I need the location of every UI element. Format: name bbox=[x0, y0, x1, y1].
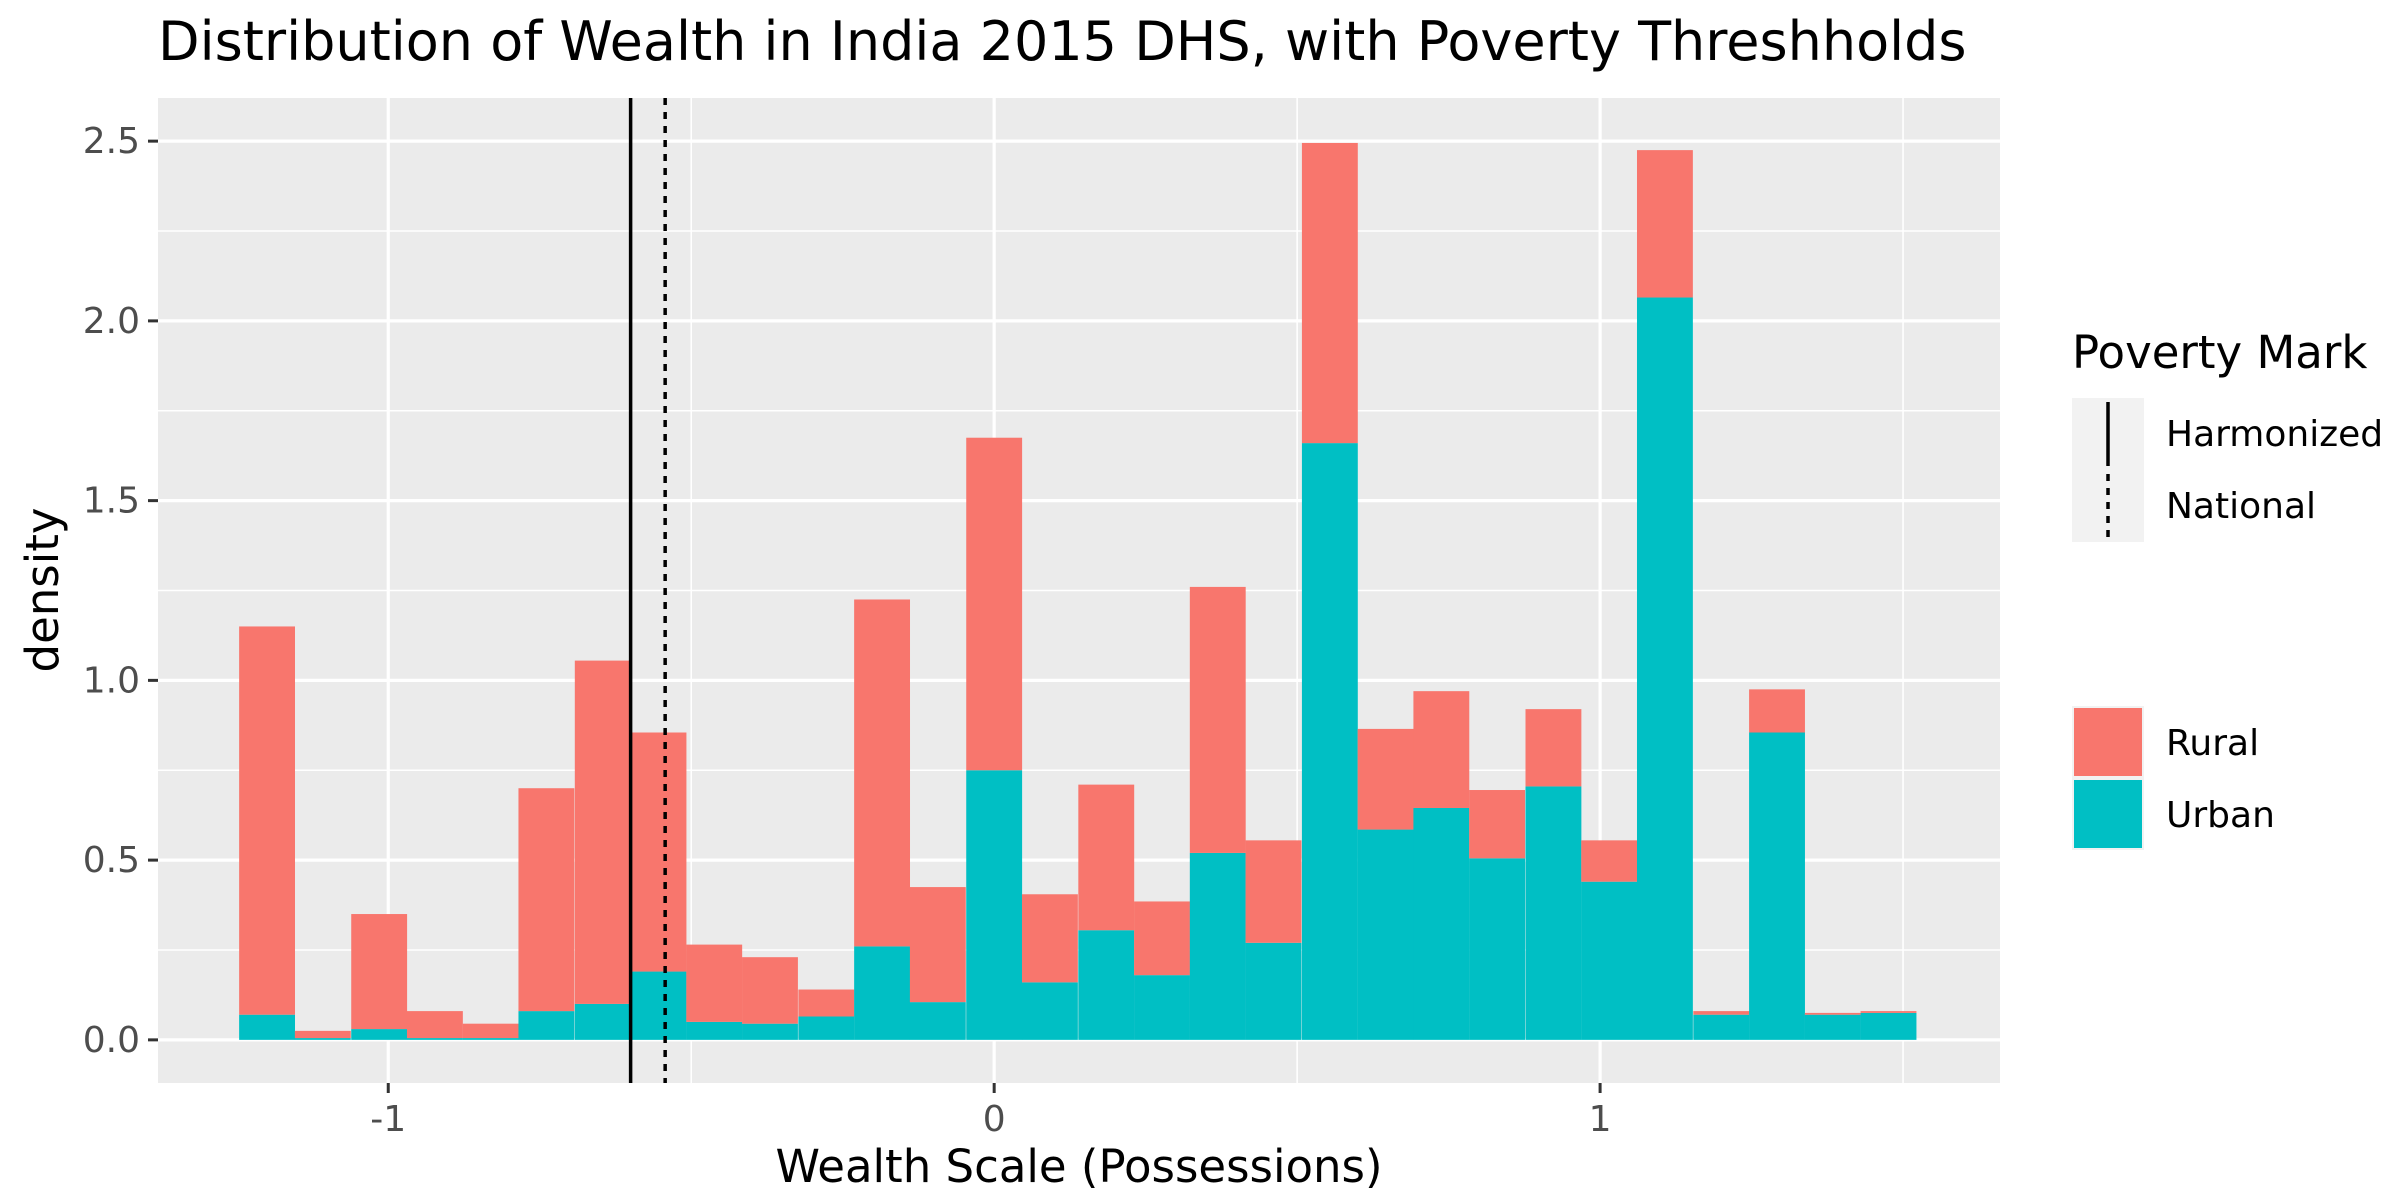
legend-label-harmonized: Harmonized bbox=[2166, 414, 2383, 455]
bar-urban bbox=[1078, 930, 1135, 1040]
y-axis: 0.0 0.5 1.0 1.5 2.0 2.5 bbox=[83, 121, 158, 1061]
bar-urban bbox=[909, 1002, 966, 1040]
bar-urban bbox=[518, 1011, 575, 1040]
bar-rural bbox=[1189, 586, 1246, 853]
legend-swatch-urban bbox=[2074, 780, 2142, 848]
bar-rural bbox=[1245, 840, 1302, 943]
bar-rural bbox=[574, 660, 631, 1004]
legend-poverty-mark: Poverty Mark Harmonized National bbox=[2072, 326, 2383, 542]
legend-swatch-rural bbox=[2074, 708, 2142, 776]
bar-rural bbox=[239, 626, 295, 1015]
bar-urban bbox=[462, 1038, 519, 1040]
poverty-lines bbox=[628, 98, 667, 1083]
bar-urban bbox=[1413, 807, 1470, 1040]
y-tick-label: 1.5 bbox=[83, 481, 140, 522]
bars bbox=[239, 142, 1917, 1040]
bar-urban bbox=[406, 1038, 463, 1040]
bar-urban bbox=[1581, 881, 1638, 1040]
bar-rural bbox=[351, 914, 408, 1030]
bar-rural bbox=[798, 989, 855, 1017]
x-axis-title: Wealth Scale (Possessions) bbox=[775, 1140, 1382, 1193]
bar-urban bbox=[1301, 443, 1358, 1040]
bar-rural bbox=[909, 887, 966, 1003]
y-tick-label: 0.5 bbox=[83, 840, 140, 881]
bar-rural bbox=[1413, 691, 1470, 808]
bar-urban bbox=[1804, 1014, 1861, 1040]
bar-urban bbox=[742, 1023, 798, 1040]
x-axis: -1 0 1 bbox=[370, 1083, 1612, 1140]
bar-urban bbox=[1693, 1014, 1750, 1040]
bar-urban bbox=[798, 1016, 855, 1040]
y-tick-label: 0.0 bbox=[83, 1020, 140, 1061]
legend-poverty-title: Poverty Mark bbox=[2072, 326, 2367, 379]
bar-rural bbox=[1749, 689, 1805, 733]
bar-urban bbox=[1189, 852, 1246, 1040]
bar-urban bbox=[854, 946, 911, 1040]
bar-urban bbox=[574, 1003, 631, 1040]
legend-area: Rural Urban bbox=[2072, 706, 2275, 850]
legend-label-urban: Urban bbox=[2166, 795, 2275, 836]
bar-rural bbox=[742, 957, 798, 1024]
bar-urban bbox=[966, 770, 1023, 1040]
bar-urban bbox=[1245, 942, 1302, 1040]
bar-rural bbox=[686, 944, 743, 1022]
bar-rural bbox=[462, 1023, 519, 1039]
bar-rural bbox=[1078, 784, 1135, 931]
bar-rural bbox=[406, 1011, 463, 1039]
bar-rural bbox=[1525, 709, 1582, 787]
bar-rural bbox=[294, 1030, 351, 1039]
y-axis-title: density bbox=[16, 508, 69, 673]
bar-urban bbox=[294, 1038, 351, 1040]
bar-rural bbox=[1804, 1012, 1861, 1015]
x-tick-label: -1 bbox=[370, 1099, 406, 1140]
legend-label-national: National bbox=[2166, 486, 2316, 527]
bar-urban bbox=[1749, 732, 1805, 1040]
grid-minor bbox=[84, 98, 2000, 1083]
bar-urban bbox=[1134, 975, 1190, 1040]
bar-urban bbox=[1357, 829, 1414, 1040]
x-tick-label: 1 bbox=[1589, 1099, 1612, 1140]
bar-rural bbox=[1357, 728, 1414, 830]
bar-rural bbox=[854, 599, 911, 947]
bar-rural bbox=[1134, 901, 1190, 976]
legend-label-rural: Rural bbox=[2166, 723, 2259, 764]
bar-rural bbox=[630, 732, 687, 972]
bar-urban bbox=[686, 1021, 743, 1040]
chart-title: Distribution of Wealth in India 2015 DHS… bbox=[158, 10, 1967, 73]
y-tick-label: 2.5 bbox=[83, 121, 140, 162]
y-tick-label: 1.0 bbox=[83, 660, 140, 701]
bar-rural bbox=[1636, 150, 1693, 298]
bar-urban bbox=[630, 971, 687, 1040]
bar-urban bbox=[239, 1014, 295, 1040]
bar-rural bbox=[518, 788, 575, 1012]
bar-urban bbox=[1636, 297, 1693, 1040]
bar-rural bbox=[1693, 1011, 1750, 1015]
bar-rural bbox=[1301, 142, 1358, 444]
x-tick-label: 0 bbox=[983, 1099, 1006, 1140]
bar-rural bbox=[1860, 1011, 1917, 1013]
bar-urban bbox=[1860, 1012, 1917, 1040]
bar-rural bbox=[1581, 840, 1638, 882]
bar-urban bbox=[351, 1029, 408, 1040]
bar-rural bbox=[1021, 894, 1078, 983]
bar-urban bbox=[1525, 786, 1582, 1040]
bar-rural bbox=[1469, 790, 1526, 859]
bar-urban bbox=[1469, 858, 1526, 1040]
bar-rural bbox=[966, 437, 1023, 771]
bar-urban bbox=[1021, 982, 1078, 1040]
y-tick-label: 2.0 bbox=[83, 301, 140, 342]
